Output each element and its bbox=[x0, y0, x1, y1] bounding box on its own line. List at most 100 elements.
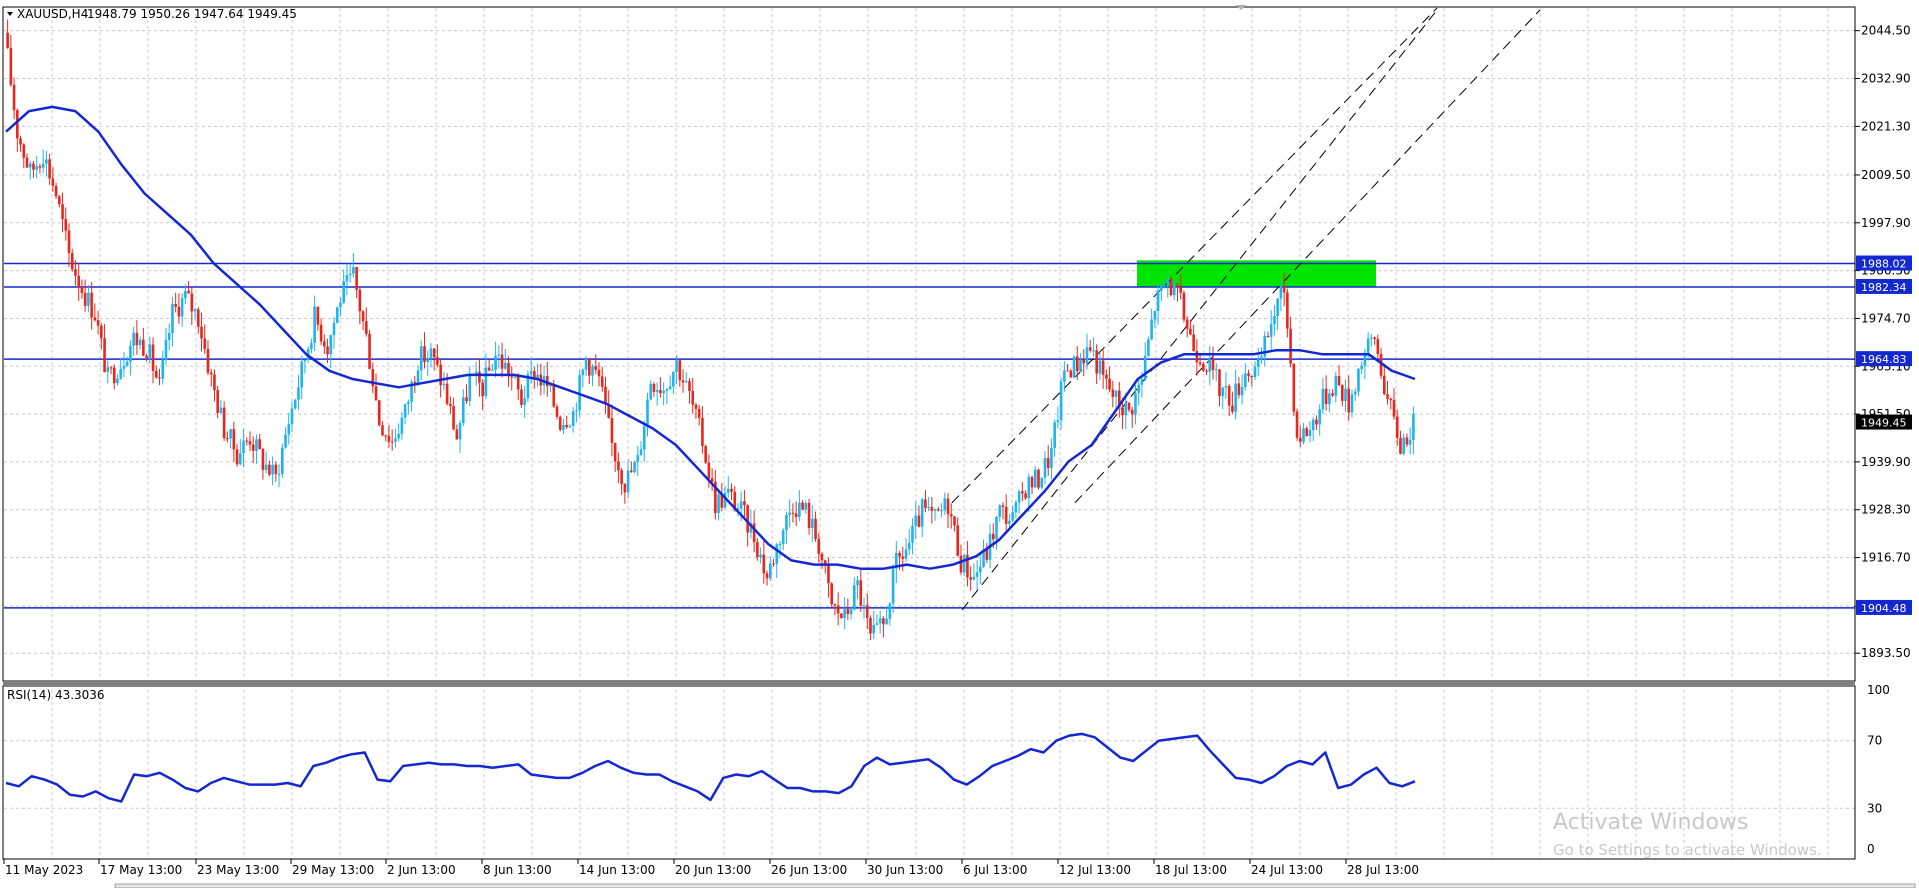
level-tags: 1988.02 1982.34 1964.83 1904.48 1949.45 bbox=[1856, 255, 1912, 615]
candle-body bbox=[455, 429, 459, 440]
candle-body bbox=[807, 502, 811, 528]
candle-body bbox=[578, 375, 581, 411]
candle-body bbox=[982, 549, 985, 567]
candle-body bbox=[571, 411, 575, 426]
candle-body bbox=[962, 554, 966, 573]
candle-body bbox=[394, 438, 397, 442]
candle-body bbox=[1153, 311, 1157, 320]
candle-body bbox=[229, 429, 232, 439]
candle-body bbox=[778, 544, 782, 546]
candle-body bbox=[268, 464, 271, 475]
candle-body bbox=[184, 290, 187, 299]
candle-body bbox=[558, 416, 562, 430]
candle-body bbox=[1092, 350, 1095, 352]
candle-body bbox=[365, 321, 368, 334]
candle-body bbox=[865, 605, 869, 618]
candle-body bbox=[516, 376, 520, 390]
candle-body bbox=[943, 498, 947, 511]
candle-body bbox=[924, 499, 927, 508]
candle-body bbox=[419, 346, 423, 371]
candle-body bbox=[1289, 328, 1292, 364]
candle-body bbox=[1373, 337, 1376, 340]
candle-body bbox=[594, 366, 598, 370]
candle-body bbox=[1147, 339, 1150, 356]
candle-body bbox=[335, 307, 339, 323]
candle-body bbox=[1379, 354, 1383, 376]
candle-body bbox=[1101, 360, 1105, 375]
candle-body bbox=[255, 439, 258, 451]
time-tick-label: 24 Jul 13:00 bbox=[1251, 863, 1323, 877]
candle-body bbox=[51, 178, 55, 186]
candle-body bbox=[32, 163, 35, 170]
collapse-triangle-icon[interactable] bbox=[7, 12, 13, 16]
candle-body bbox=[445, 383, 449, 404]
candle-body bbox=[726, 488, 730, 493]
candle-body bbox=[995, 516, 998, 540]
candle-body bbox=[969, 577, 972, 580]
candle-body bbox=[1350, 394, 1354, 413]
candle-body bbox=[316, 306, 320, 325]
candle-body bbox=[584, 358, 588, 370]
candle-body bbox=[1370, 337, 1373, 339]
candle-body bbox=[891, 568, 895, 604]
price-axis: 2044.502032.902021.302009.501997.901986.… bbox=[1855, 24, 1911, 660]
candle-body bbox=[1318, 409, 1321, 425]
candle-body bbox=[174, 304, 177, 307]
level-tag-bg bbox=[1856, 278, 1912, 294]
candle-body bbox=[19, 138, 22, 145]
candle-body bbox=[1033, 469, 1037, 488]
candle-body bbox=[429, 348, 433, 358]
current-price-tag-label: 1949.45 bbox=[1861, 417, 1907, 430]
candle-body bbox=[264, 464, 268, 470]
candle-body bbox=[1014, 502, 1018, 513]
candle-body bbox=[859, 580, 863, 606]
candle-body bbox=[180, 298, 184, 317]
candle-body bbox=[426, 357, 430, 363]
candle-body bbox=[565, 424, 568, 428]
candle-body bbox=[642, 426, 646, 450]
candle-body bbox=[688, 381, 691, 392]
candle-body bbox=[959, 555, 963, 573]
candle-body bbox=[452, 405, 455, 430]
candle-body bbox=[1195, 351, 1199, 363]
candle-body bbox=[300, 361, 303, 388]
candle-body bbox=[562, 424, 565, 430]
candle-body bbox=[442, 383, 446, 386]
candle-body bbox=[1308, 430, 1312, 436]
candle-body bbox=[345, 275, 349, 282]
candle-body bbox=[287, 424, 291, 435]
candle-body bbox=[1286, 292, 1289, 329]
candle-body bbox=[920, 499, 924, 527]
candle-body bbox=[552, 384, 556, 407]
candle-body bbox=[733, 491, 737, 511]
candle-body bbox=[355, 266, 358, 290]
candle-body bbox=[1211, 359, 1215, 371]
candle-body bbox=[190, 293, 194, 312]
candle-body bbox=[1269, 323, 1273, 337]
candle-body bbox=[665, 389, 669, 391]
candle-body bbox=[872, 624, 875, 634]
horizontal-scrollbar bbox=[114, 883, 1916, 888]
candle-body bbox=[1340, 385, 1344, 401]
rsi-pane-border bbox=[2, 685, 1856, 860]
candle-body bbox=[1085, 347, 1089, 364]
candle-body bbox=[1114, 390, 1118, 397]
candle-body bbox=[387, 436, 391, 442]
candle-body bbox=[536, 374, 539, 380]
candle-body bbox=[846, 608, 850, 615]
candle-body bbox=[1030, 476, 1034, 488]
candle-body bbox=[1017, 491, 1021, 503]
candle-body bbox=[853, 585, 856, 610]
candle-body bbox=[245, 440, 249, 442]
candle-body bbox=[930, 506, 934, 511]
candle-body bbox=[1127, 402, 1131, 410]
candle-body bbox=[1024, 493, 1027, 499]
candle-body bbox=[371, 369, 375, 387]
rsi-tick-label: 0 bbox=[1867, 842, 1875, 856]
candle-body bbox=[491, 369, 494, 371]
candle-body bbox=[436, 357, 439, 365]
candle-body bbox=[219, 407, 223, 413]
candle-body bbox=[1366, 338, 1370, 353]
candle-body bbox=[617, 461, 620, 471]
rsi-line bbox=[5, 732, 1416, 803]
